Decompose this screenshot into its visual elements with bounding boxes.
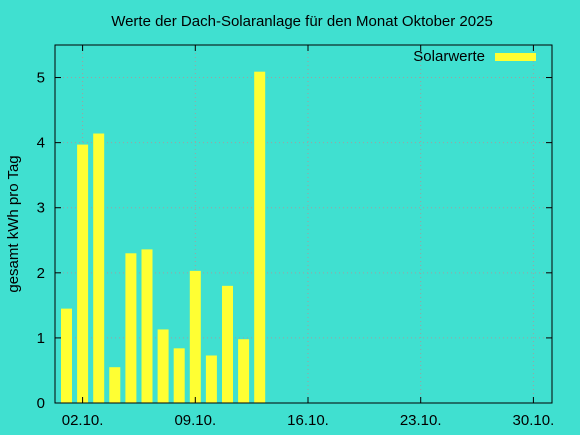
x-tick-label: 02.10. (62, 412, 104, 429)
bar (157, 329, 169, 403)
x-tick-label: 23.10. (400, 412, 442, 429)
x-ticks: 02.10. 09.10. 16.10. 23.10. 30.10. (62, 45, 555, 429)
bar (93, 133, 105, 404)
y-tick-label: 1 (37, 330, 45, 347)
bar (109, 367, 121, 403)
grid (55, 45, 552, 403)
bar (254, 71, 266, 404)
y-tick-label: 2 (37, 265, 45, 282)
bar (77, 144, 89, 403)
y-ticks: 0 1 2 3 4 5 (37, 70, 552, 412)
bar (238, 339, 250, 403)
x-tick-label: 09.10. (174, 412, 216, 429)
y-tick-label: 5 (37, 70, 45, 87)
y-tick-label: 3 (37, 200, 45, 217)
bar (205, 355, 217, 403)
bar (141, 249, 153, 403)
bar (125, 253, 137, 403)
bars (61, 71, 266, 404)
y-tick-label: 0 (37, 395, 45, 412)
x-tick-label: 30.10. (513, 412, 555, 429)
x-tick-label: 16.10. (287, 412, 329, 429)
plot-border (54, 44, 553, 404)
bar (189, 270, 201, 403)
bar (61, 308, 72, 403)
legend-label: Solarwerte (413, 48, 485, 65)
bar (173, 348, 185, 403)
chart-title: Werte der Dach-Solaranlage für den Monat… (111, 13, 493, 30)
bar (222, 285, 233, 403)
legend: Solarwerte (413, 48, 536, 65)
y-axis-label: gesamt kWh pro Tag (5, 155, 22, 292)
legend-swatch (495, 53, 536, 61)
y-tick-label: 4 (37, 135, 45, 152)
